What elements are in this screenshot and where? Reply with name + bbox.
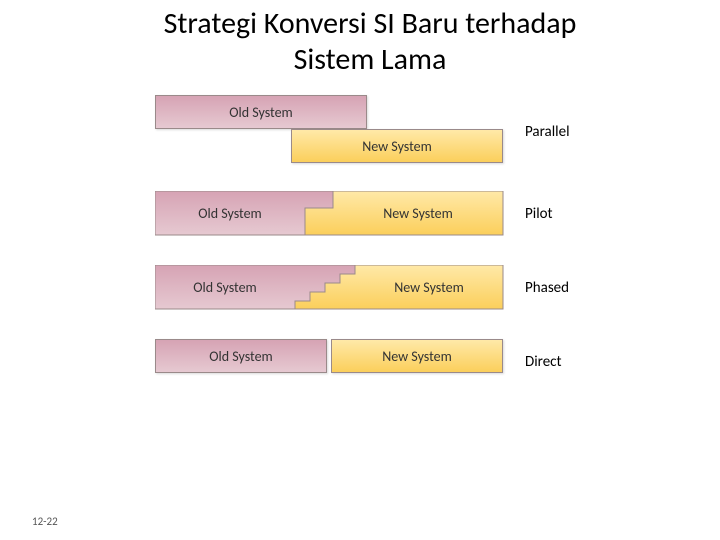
- strategy-label-phased: Phased: [525, 279, 569, 297]
- direct-old-label: Old System: [209, 348, 272, 365]
- phased-new-label: New System: [394, 279, 464, 296]
- phased-new-label-box: New System: [355, 265, 503, 309]
- direct-new-label: New System: [382, 348, 452, 365]
- pilot-old-label: Old System: [198, 205, 261, 222]
- parallel-new-system-box: New System: [291, 129, 503, 163]
- pilot-new-label-box: New System: [333, 191, 503, 235]
- strategy-label-parallel: Parallel: [525, 123, 570, 141]
- direct-new-system-box: New System: [331, 339, 503, 373]
- phased-old-label: Old System: [193, 279, 256, 296]
- parallel-old-system-box: Old System: [155, 95, 367, 129]
- strategy-direct: Old System New System Direct: [155, 339, 555, 383]
- parallel-new-label: New System: [362, 138, 432, 155]
- strategy-phased: Old System New System Phased: [155, 265, 555, 309]
- parallel-old-label: Old System: [229, 104, 292, 121]
- pilot-old-label-box: Old System: [155, 191, 305, 235]
- diagram-area: Old System New System Parallel Old Syste…: [155, 95, 555, 413]
- strategy-label-pilot: Pilot: [525, 205, 553, 223]
- page-number: 12-22: [32, 515, 58, 528]
- phased-old-label-box: Old System: [155, 265, 295, 309]
- title-line-1: Strategi Konversi SI Baru terhadap: [164, 5, 577, 42]
- strategy-pilot: Old System New System Pilot: [155, 191, 555, 235]
- strategy-parallel: Old System New System Parallel: [155, 95, 555, 165]
- title-line-2: Sistem Lama: [294, 41, 447, 78]
- pilot-new-label: New System: [383, 205, 453, 222]
- strategy-label-direct: Direct: [525, 353, 562, 371]
- slide-title: Strategi Konversi SI Baru terhadap Siste…: [60, 6, 680, 78]
- direct-old-system-box: Old System: [155, 339, 327, 373]
